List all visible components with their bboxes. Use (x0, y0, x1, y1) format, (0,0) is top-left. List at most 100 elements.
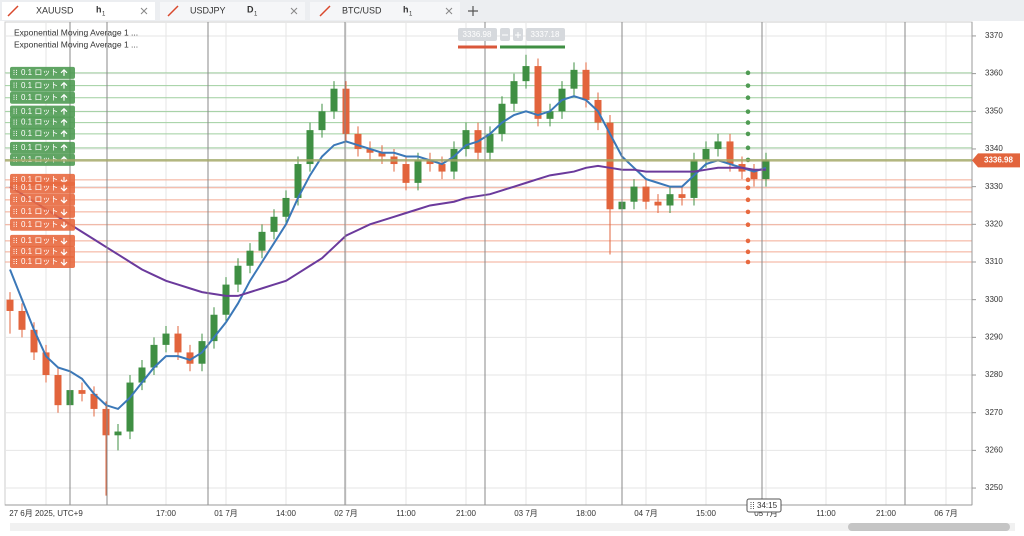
candle-body (30, 329, 38, 353)
order-tag[interactable]: 0.1 ロット (10, 218, 75, 231)
grip-icon (13, 82, 17, 89)
grip-icon (13, 184, 17, 191)
tab-bg (2, 2, 155, 20)
x-tick-label: 03 7月 (514, 509, 538, 518)
tab[interactable]: USDJPY D 1 (160, 2, 305, 20)
order-tag[interactable]: 0.1 ロット (10, 245, 75, 258)
order-arrow (60, 107, 68, 115)
order-arrow (60, 258, 68, 266)
x-tick-label: 11:00 (396, 509, 416, 518)
bid-price: 3336.98 (463, 30, 492, 39)
x-tick-label: 27 6月 2025, UTC+9 (9, 509, 83, 518)
order-arrow (60, 130, 68, 137)
countdown-box (746, 498, 782, 513)
candle-body (378, 152, 386, 157)
order-arrow (60, 184, 68, 192)
ema-line (9, 95, 767, 411)
ask-box[interactable] (526, 28, 565, 41)
order-label: 0.1 ロット (21, 236, 58, 245)
order-label: 0.1 ロット (21, 129, 58, 138)
grip-icon (13, 196, 17, 203)
order-dot (745, 177, 751, 183)
order-tag[interactable]: 0.1 ロット (10, 91, 75, 104)
candle-body (234, 265, 242, 285)
tab[interactable]: XAUUSD h 1 (2, 2, 155, 20)
x-tick-label: 14:00 (276, 509, 297, 518)
order-dot (745, 83, 751, 88)
candle-body (510, 81, 518, 104)
tab-timeframe: h (96, 4, 102, 14)
tab-close-icons[interactable] (140, 7, 453, 15)
order-label: 0.1 ロット (21, 143, 58, 152)
candle-body (294, 164, 302, 198)
order-label: 0.1 ロット (21, 175, 58, 184)
candle-body (318, 111, 326, 131)
countdown: 34:15 (757, 501, 778, 510)
candle-body (138, 367, 146, 383)
candle-body (114, 431, 122, 436)
y-tick-label: 3340 (985, 144, 1003, 153)
candle-body (306, 130, 314, 165)
candle-body (174, 333, 182, 353)
order-tag[interactable]: 0.1 ロット (10, 181, 75, 194)
order-tag[interactable]: 0.1 ロット (10, 141, 75, 154)
order-tag[interactable]: 0.1 ロット (10, 127, 75, 140)
order-tag[interactable]: 0.1 ロット (10, 79, 75, 92)
candle-body (750, 171, 758, 180)
tab-bg (160, 2, 305, 20)
candle-body (354, 133, 362, 149)
tab-timeframe: D (247, 4, 254, 14)
order-tag[interactable]: 0.1 ロット (10, 255, 75, 268)
x-tick-label: 02 7月 (334, 509, 358, 518)
x-tick-label: 05 7月 (754, 509, 778, 518)
bid-box[interactable] (458, 28, 497, 41)
add-tab[interactable] (468, 6, 478, 16)
y-tick-label: 3270 (985, 408, 1003, 417)
order-tag[interactable]: 0.1 ロット (10, 116, 75, 129)
order-tag[interactable]: 0.1 ロット (10, 234, 75, 247)
order-tag[interactable]: 0.1 ロット (10, 66, 75, 79)
order-label: 0.1 ロット (21, 220, 58, 229)
legend-entry: Exponential Moving Average 1 ... (14, 27, 138, 37)
candle-body (702, 148, 710, 161)
session-lines (69, 22, 906, 505)
tab-symbol: USDJPY (190, 5, 226, 15)
order-arrow (60, 221, 68, 229)
order-tag-bg (10, 127, 75, 140)
scrollbar-track[interactable] (10, 523, 1015, 531)
order-tag-bg (10, 205, 75, 218)
candle-body (534, 66, 542, 119)
plot-area (4, 21, 973, 506)
tab-interval: 1 (102, 12, 106, 18)
order-dot (745, 185, 751, 191)
tab-symbol: BTC/USD (342, 5, 382, 15)
order-tag[interactable]: 0.1 ロット (10, 193, 75, 206)
order-tag-bg (10, 255, 75, 268)
order-tag[interactable]: 0.1 ロット (10, 205, 75, 218)
candle-body (522, 66, 530, 82)
order-tag-bg (10, 245, 75, 258)
x-tick-label: 21:00 (876, 509, 897, 518)
order-tag-bg (10, 218, 75, 231)
order-arrow (60, 208, 68, 216)
tab[interactable]: BTC/USD h 1 (310, 2, 460, 20)
tab-icon (319, 5, 331, 17)
candle-body (414, 160, 422, 183)
quick-trade[interactable]: 3336.98 3337.18 (458, 28, 565, 49)
order-tag[interactable]: 0.1 ロット (10, 105, 75, 118)
order-dot (745, 249, 751, 255)
x-tick-label: 06 7月 (934, 509, 958, 518)
order-dot (745, 222, 751, 227)
candle-body (366, 148, 374, 153)
candle-body (690, 160, 698, 198)
grip-icon (13, 221, 17, 228)
y-tick-label: 3310 (985, 257, 1003, 266)
order-dot (745, 197, 751, 203)
candle-body (678, 194, 686, 198)
order-dot (745, 120, 751, 125)
scrollbar-thumb[interactable] (848, 523, 1010, 531)
order-tag-bg (10, 116, 75, 129)
